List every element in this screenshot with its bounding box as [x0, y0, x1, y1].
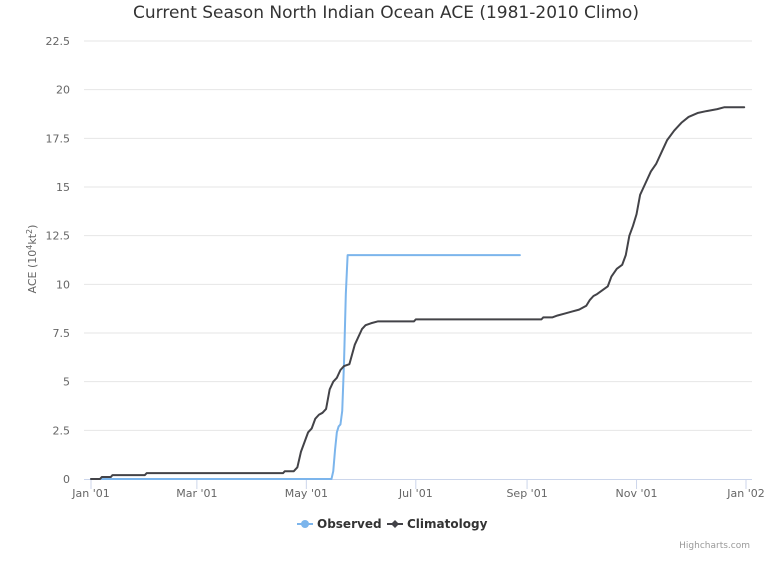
- x-tick-label: Mar '01: [176, 487, 217, 500]
- x-tick-label: Sep '01: [506, 487, 547, 500]
- y-axis-label-sup: 4: [25, 245, 34, 250]
- y-tick-label: 5: [63, 376, 70, 389]
- x-tick-label: May '01: [285, 487, 328, 500]
- y-axis-label-main: ACE (10: [26, 250, 39, 294]
- x-axis: Jan '01 Mar '01 May '01 Jul '01 Sep '01 Nov '…: [71, 479, 765, 500]
- y-tick-label: 17.5: [46, 132, 71, 145]
- y-tick-label: 20: [56, 84, 70, 97]
- y-tick-label: 12.5: [46, 230, 71, 243]
- y-tick-label: 2.5: [53, 424, 71, 437]
- y-axis-ticks: 0 2.5 5 7.5 10 12.5 15 17.5 20 22.5: [46, 35, 71, 486]
- legend: Observed Climatology: [297, 517, 488, 531]
- legend-climatology-marker: [391, 520, 399, 528]
- y-axis-label-unit: kt: [26, 233, 39, 244]
- x-tick-label: Jan '01: [71, 487, 109, 500]
- y-axis-label-end: ): [26, 225, 39, 229]
- y-tick-label: 22.5: [46, 35, 71, 48]
- y-axis-label-sup2: 2: [25, 229, 34, 234]
- grid-lines: [84, 40, 752, 431]
- chart-title: Current Season North Indian Ocean ACE (1…: [133, 3, 639, 23]
- legend-observed-marker: [301, 520, 309, 528]
- x-tick-label: Jul '01: [398, 487, 433, 500]
- y-axis-label: ACE (104kt2): [25, 225, 39, 294]
- series-group: [90, 106, 746, 480]
- y-tick-label: 10: [56, 278, 70, 291]
- credits-link[interactable]: Highcharts.com: [679, 541, 750, 551]
- series-line-observed[interactable]: [90, 254, 521, 480]
- y-tick-label: 7.5: [53, 327, 71, 340]
- legend-observed-label: Observed: [317, 517, 382, 531]
- y-tick-label: 15: [56, 181, 70, 194]
- series-line-climatology[interactable]: [90, 106, 746, 480]
- legend-item-observed[interactable]: Observed: [297, 517, 382, 531]
- y-tick-label: 0: [63, 473, 70, 486]
- x-tick-label: Jan '02: [726, 487, 764, 500]
- x-tick-label: Nov '01: [616, 487, 658, 500]
- legend-climatology-label: Climatology: [407, 517, 488, 531]
- legend-item-climatology[interactable]: Climatology: [387, 517, 488, 531]
